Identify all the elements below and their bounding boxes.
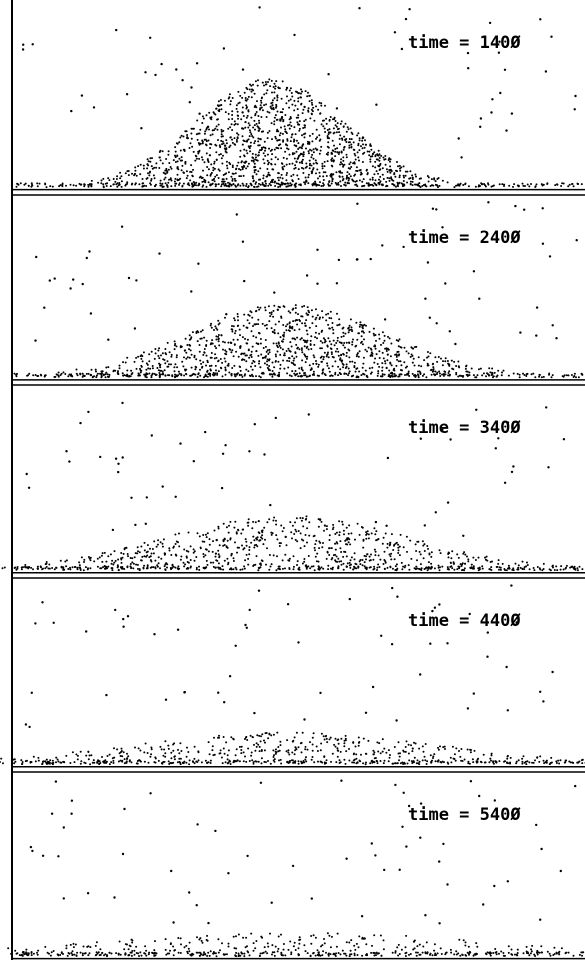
panel-time-label: time = 540Ø	[408, 805, 521, 825]
particle-cloud	[15, 6, 583, 189]
panel-time-540: time = 540Ø	[7, 771, 585, 960]
particle-cloud	[13, 201, 584, 379]
particle-cloud	[0, 584, 585, 766]
panel-time-140: time = 140Ø	[12, 6, 585, 191]
panel-time-label: time = 240Ø	[408, 228, 521, 248]
panel-time-240: time = 240Ø	[12, 194, 585, 381]
panel-time-340: time = 340Ø	[1, 384, 585, 574]
panel-time-label: time = 340Ø	[408, 418, 521, 438]
panel-time-label: time = 140Ø	[408, 33, 521, 53]
particle-cloud	[1, 401, 584, 572]
particle-cloud	[7, 779, 585, 958]
panel-time-label: time = 440Ø	[408, 611, 521, 631]
panel-time-440: time = 440Ø	[0, 577, 585, 768]
